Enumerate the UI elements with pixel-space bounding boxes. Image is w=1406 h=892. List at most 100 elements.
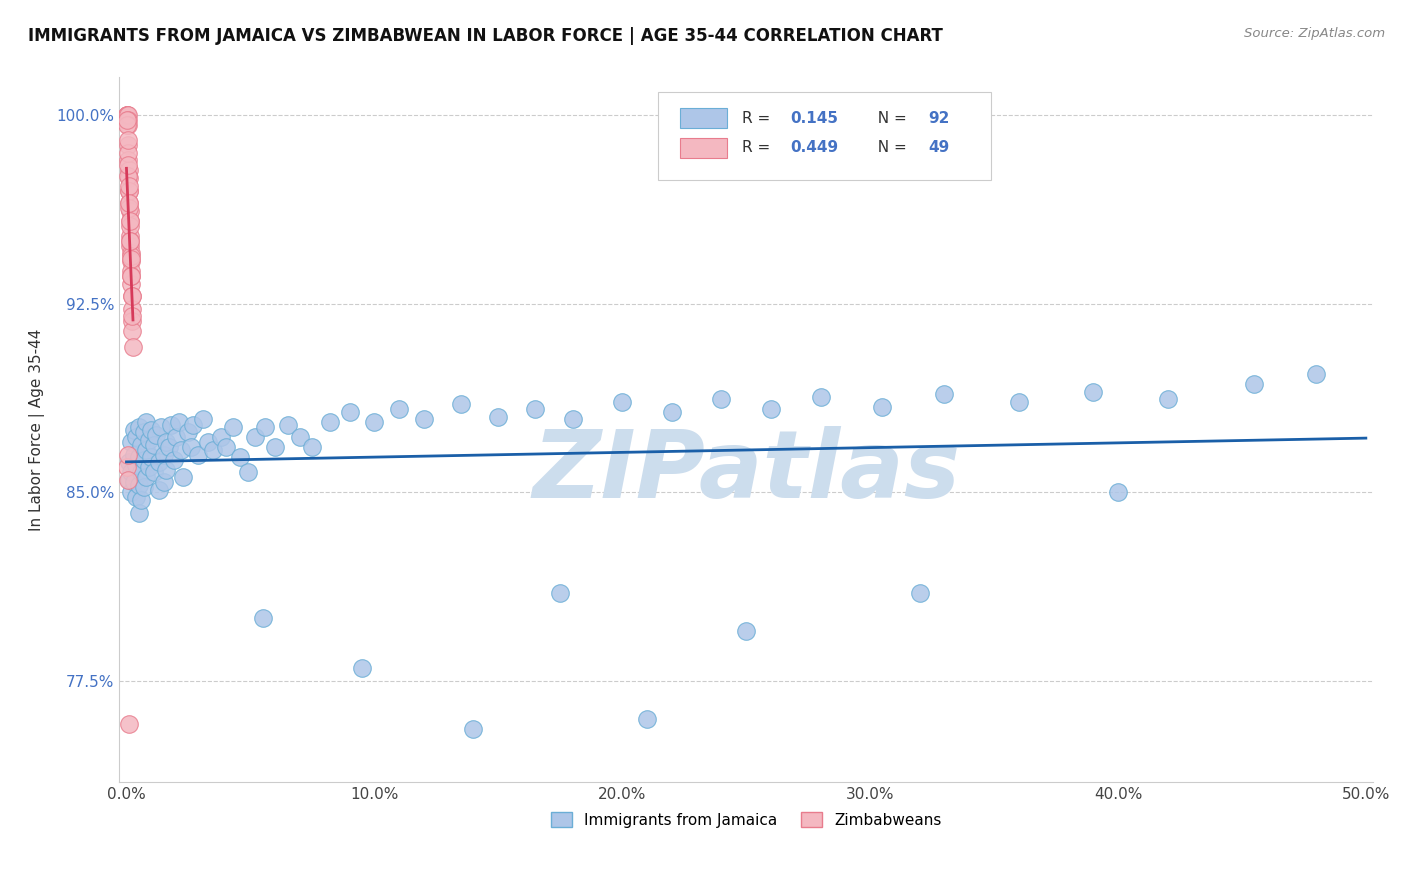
- Point: [142, 465, 165, 479]
- Point: [120, 277, 142, 291]
- Point: [120, 234, 142, 248]
- Point: [131, 493, 153, 508]
- Point: [1243, 377, 1265, 392]
- Point: [125, 491, 148, 505]
- Point: [128, 420, 150, 434]
- Point: [524, 402, 547, 417]
- Point: [122, 475, 145, 490]
- Point: [117, 473, 139, 487]
- Point: [118, 214, 141, 228]
- Point: [197, 435, 219, 450]
- Point: [141, 423, 163, 437]
- FancyBboxPatch shape: [679, 109, 727, 128]
- Point: [735, 624, 758, 638]
- Point: [120, 465, 142, 479]
- Point: [252, 611, 274, 625]
- Point: [121, 289, 143, 303]
- Point: [463, 722, 485, 736]
- Point: [117, 145, 139, 160]
- Point: [117, 448, 139, 462]
- Point: [350, 661, 373, 675]
- Point: [157, 440, 180, 454]
- Point: [1107, 485, 1129, 500]
- Point: [145, 427, 167, 442]
- Point: [636, 712, 658, 726]
- Point: [148, 483, 170, 497]
- Point: [148, 455, 170, 469]
- Point: [152, 475, 174, 490]
- Point: [135, 415, 157, 429]
- Point: [128, 478, 150, 492]
- Point: [167, 415, 190, 429]
- Point: [450, 397, 472, 411]
- Point: [561, 412, 583, 426]
- Point: [122, 423, 145, 437]
- Point: [125, 458, 148, 472]
- Point: [1156, 392, 1178, 407]
- Point: [118, 455, 141, 469]
- Text: N =: N =: [868, 111, 911, 126]
- Text: R =: R =: [742, 111, 776, 126]
- FancyBboxPatch shape: [658, 92, 991, 179]
- Point: [117, 108, 139, 122]
- Point: [229, 450, 252, 465]
- Point: [118, 214, 141, 228]
- Text: 0.145: 0.145: [790, 111, 838, 126]
- Point: [183, 417, 205, 432]
- Point: [131, 437, 153, 451]
- Point: [135, 442, 157, 457]
- Point: [142, 437, 165, 451]
- Point: [128, 450, 150, 465]
- Point: [120, 252, 142, 266]
- Point: [115, 108, 138, 122]
- Point: [172, 470, 194, 484]
- Text: 92: 92: [928, 111, 949, 126]
- Point: [128, 506, 150, 520]
- Point: [264, 440, 287, 454]
- Point: [120, 254, 142, 268]
- Text: Source: ZipAtlas.com: Source: ZipAtlas.com: [1244, 27, 1385, 40]
- Point: [121, 340, 143, 354]
- Point: [118, 163, 141, 178]
- Point: [288, 430, 311, 444]
- Point: [117, 108, 139, 122]
- Text: 0.449: 0.449: [790, 140, 838, 155]
- Point: [612, 395, 634, 409]
- Point: [363, 415, 385, 429]
- Point: [661, 405, 683, 419]
- Point: [170, 442, 193, 457]
- Text: R =: R =: [742, 140, 776, 155]
- Point: [115, 113, 138, 128]
- Point: [180, 440, 202, 454]
- Point: [117, 133, 139, 147]
- Point: [118, 196, 141, 211]
- Text: IMMIGRANTS FROM JAMAICA VS ZIMBABWEAN IN LABOR FORCE | AGE 35-44 CORRELATION CHA: IMMIGRANTS FROM JAMAICA VS ZIMBABWEAN IN…: [28, 27, 943, 45]
- Point: [138, 460, 160, 475]
- Point: [1083, 384, 1105, 399]
- Point: [118, 184, 141, 198]
- Point: [121, 289, 143, 303]
- Point: [120, 264, 142, 278]
- Point: [277, 417, 299, 432]
- Point: [132, 452, 155, 467]
- Text: ZIPatlas: ZIPatlas: [531, 425, 960, 517]
- Point: [245, 430, 267, 444]
- Point: [118, 716, 141, 731]
- Point: [319, 415, 342, 429]
- Point: [138, 433, 160, 447]
- Point: [120, 246, 142, 260]
- Point: [117, 113, 139, 128]
- Point: [121, 301, 143, 316]
- Point: [118, 203, 141, 218]
- Point: [120, 234, 142, 248]
- Point: [117, 169, 139, 183]
- Point: [222, 420, 245, 434]
- Point: [339, 405, 361, 419]
- Point: [254, 420, 277, 434]
- Point: [187, 448, 209, 462]
- Point: [118, 219, 141, 233]
- Point: [120, 249, 142, 263]
- Point: [117, 138, 139, 153]
- Point: [120, 269, 142, 284]
- Point: [486, 409, 509, 424]
